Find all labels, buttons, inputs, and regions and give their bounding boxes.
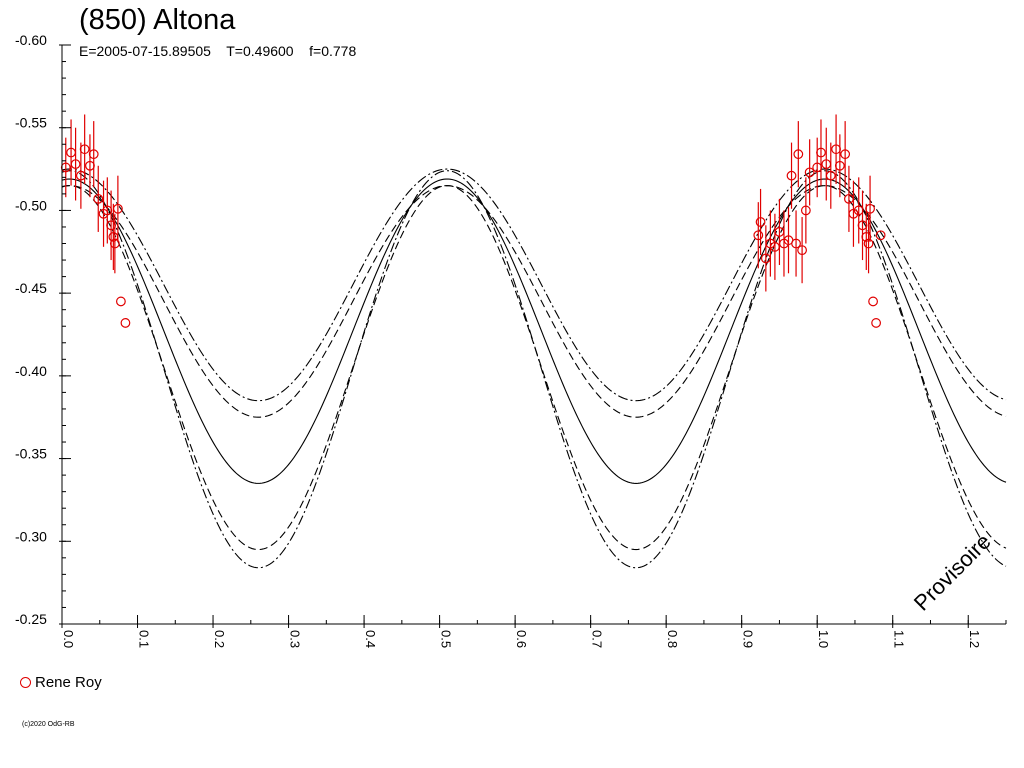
chart-parameters: E=2005-07-15.89505 T=0.49600 f=0.778 — [79, 43, 357, 59]
x-tick-label: 1.1 — [892, 630, 907, 648]
x-tick-label: 0.9 — [741, 630, 756, 648]
data-points — [60, 114, 886, 328]
y-tick-label: -0.25 — [15, 611, 47, 627]
data-point — [865, 203, 875, 214]
data-point — [800, 205, 811, 216]
axes — [61, 45, 1006, 625]
y-tick-label: -0.45 — [15, 280, 47, 296]
data-point — [79, 144, 90, 155]
x-tick-label: 0.7 — [590, 630, 605, 648]
data-point — [871, 318, 882, 328]
x-tick-label: 1.2 — [967, 630, 982, 648]
x-tick-label: 0.6 — [514, 630, 529, 648]
data-point — [60, 162, 71, 173]
data-point — [109, 238, 120, 249]
legend: Rene Roy — [20, 674, 102, 692]
data-point — [786, 170, 797, 181]
chart-title: (850) Altona — [79, 4, 236, 36]
data-point — [834, 160, 845, 171]
data-point — [825, 170, 836, 181]
data-point — [848, 208, 859, 219]
data-point — [93, 193, 104, 204]
data-point — [816, 147, 826, 158]
y-axis-ticks: -0.60 -0.55 -0.50 -0.45 -0.40 -0.35 -0.30 -0.25 — [15, 32, 71, 627]
y-tick-label: -0.60 — [15, 32, 47, 48]
x-tick-label: 0.8 — [665, 630, 680, 648]
x-tick-label: 0.3 — [288, 630, 303, 648]
data-point — [840, 149, 851, 160]
model-curve-dashed — [61, 185, 1007, 418]
data-point — [863, 238, 874, 249]
x-axis-ticks: 0.0 0.1 0.2 0.3 0.4 0.5 0.6 0.7 0.8 0.9 1.0 1.1 1.2 — [61, 615, 1007, 648]
provisional-stamp: Provisoire — [909, 529, 996, 616]
data-point — [88, 149, 99, 160]
data-point — [791, 238, 801, 249]
data-point — [804, 167, 815, 178]
data-point — [797, 245, 807, 256]
x-tick-label: 0.0 — [61, 630, 76, 648]
y-tick-label: -0.50 — [15, 197, 47, 213]
data-point — [120, 318, 131, 328]
data-point — [755, 217, 766, 227]
y-tick-label: -0.40 — [15, 363, 47, 379]
legend-marker-icon — [20, 677, 31, 688]
data-point — [70, 159, 81, 170]
x-tick-label: 0.2 — [212, 630, 227, 648]
y-tick-label: -0.35 — [15, 446, 47, 462]
data-point — [868, 296, 878, 307]
y-tick-label: -0.55 — [15, 115, 47, 131]
y-tick-label: -0.30 — [15, 528, 47, 544]
x-tick-label: 0.4 — [363, 630, 378, 648]
model-curve-dashdot — [61, 170, 1007, 569]
data-point — [793, 149, 804, 160]
copyright-notice: (c)2020 OdG-RB — [22, 721, 75, 728]
data-point — [875, 230, 886, 241]
data-point — [112, 203, 123, 214]
legend-label: Rene Roy — [35, 674, 102, 691]
data-point — [753, 230, 764, 241]
data-point — [116, 296, 126, 307]
model-curve-dashdot — [61, 168, 1007, 402]
x-tick-label: 1.0 — [816, 630, 831, 648]
x-tick-label: 0.5 — [439, 630, 454, 648]
x-tick-label: 0.1 — [137, 630, 152, 648]
